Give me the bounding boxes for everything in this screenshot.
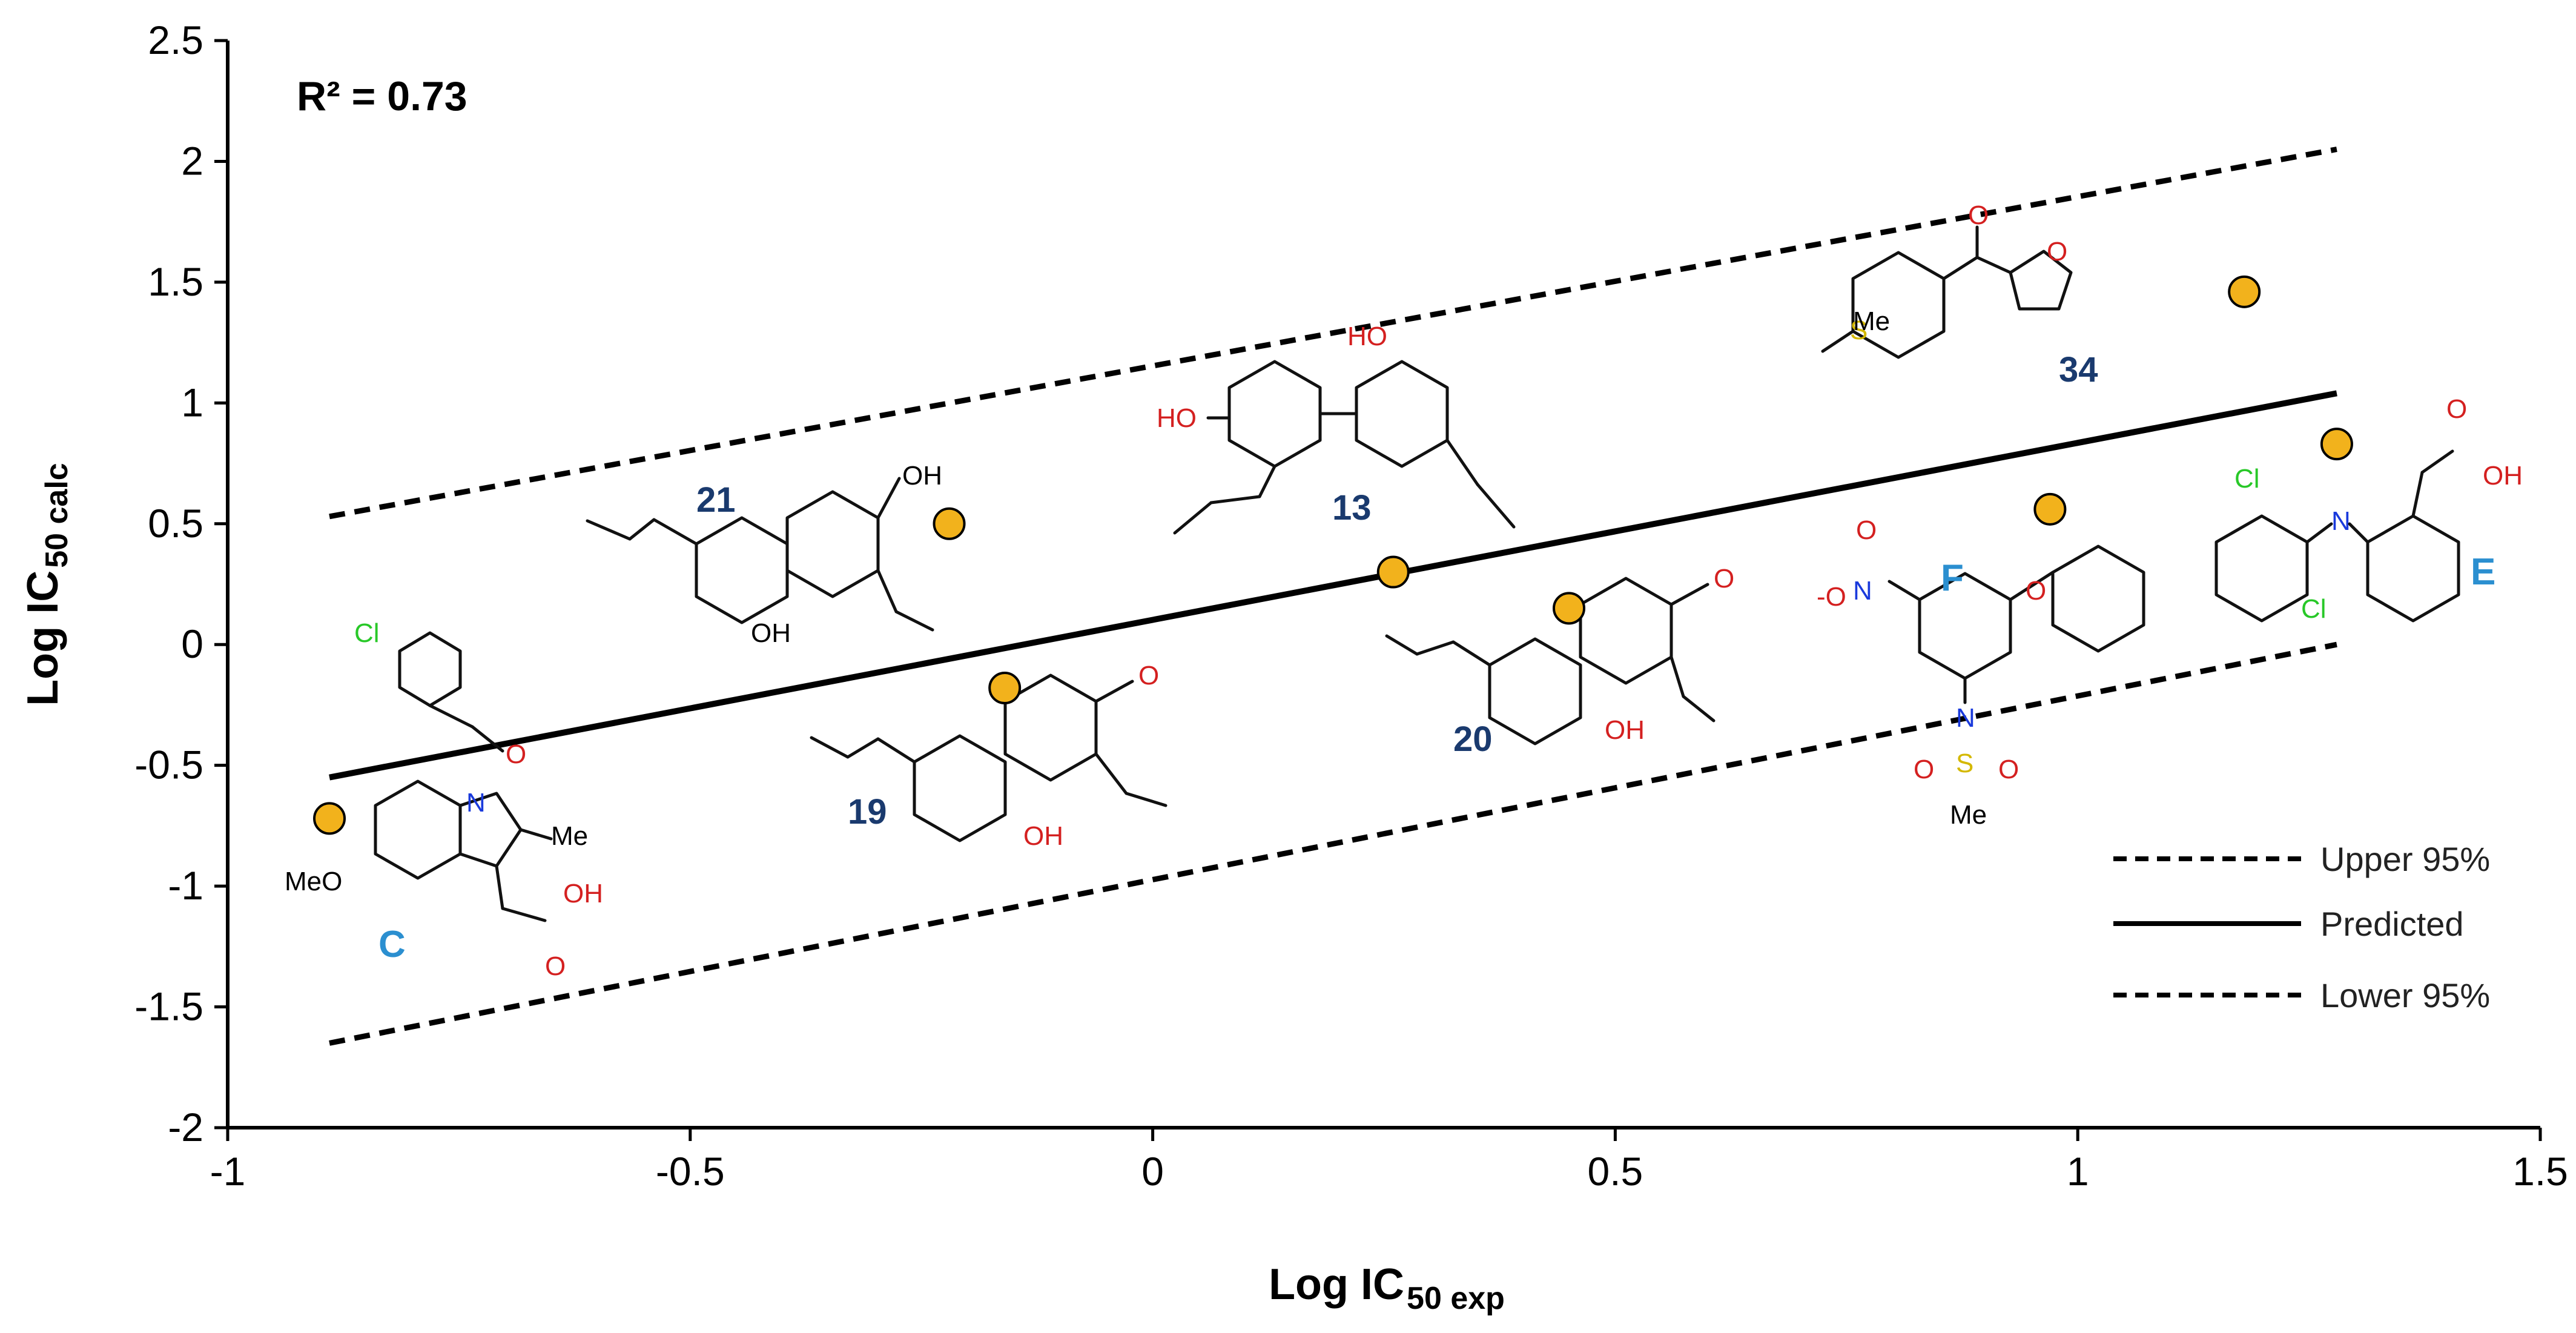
svg-text:Cl: Cl	[2301, 594, 2327, 624]
compound-label-E: E	[2471, 551, 2495, 593]
structure-13-drawing: HO HO	[1157, 322, 1516, 535]
svg-text:O: O	[1968, 200, 1989, 230]
svg-text:OH: OH	[751, 618, 791, 648]
structure-19-drawing: O OH	[810, 661, 1167, 851]
legend: Upper 95% Predicted Lower 95%	[2113, 840, 2490, 1014]
data-points	[313, 275, 2353, 835]
compound-labels: 21 13 34 19 20 C F E	[378, 350, 2495, 965]
data-point-21	[933, 507, 966, 540]
svg-text:O: O	[1138, 661, 1159, 690]
svg-text:Me: Me	[551, 821, 588, 851]
legend-label-upper-95: Upper 95%	[2320, 840, 2490, 878]
legend-label-lower-95: Lower 95%	[2320, 976, 2490, 1014]
svg-text:OH: OH	[1605, 715, 1645, 745]
svg-text:OH: OH	[1023, 821, 1063, 851]
svg-text:-O: -O	[1817, 582, 1846, 612]
data-point-20	[1553, 592, 1586, 625]
y-tick-label: 0.5	[148, 501, 203, 546]
axis-ticks: -1 -0.5 0 0.5 1 1.5 -2 -1.5 -1 -0.5 0 0.5 1 1.5 2 2.5	[134, 18, 2568, 1194]
axes	[226, 41, 2540, 1130]
x-tick-label: 0	[1141, 1149, 1164, 1194]
svg-text:Me: Me	[1853, 306, 1890, 336]
data-point-19	[988, 672, 1022, 705]
svg-text:S: S	[1956, 749, 1973, 778]
svg-text:O: O	[1714, 564, 1734, 594]
svg-text:S: S	[1850, 316, 1868, 345]
x-tick-label: -1	[210, 1149, 246, 1194]
structure-20-drawing: O OH	[1385, 564, 1734, 746]
predicted-line	[329, 390, 2337, 781]
data-point-F	[2033, 492, 2067, 526]
svg-text:Me: Me	[1950, 800, 1987, 830]
compound-label-C: C	[378, 924, 406, 965]
x-axis-title-main: Log IC	[1269, 1260, 1404, 1309]
y-tick-label: -1.5	[134, 984, 203, 1029]
compound-label-21: 21	[696, 480, 736, 520]
x-axis-title: Log IC50 exp	[1269, 1260, 1505, 1316]
upper-95-line	[329, 147, 2337, 520]
y-tick-label: -1	[168, 863, 203, 908]
svg-text:N: N	[2331, 506, 2351, 536]
svg-text:OH: OH	[563, 879, 603, 908]
structure-E-drawing: Cl Cl N O OH	[2214, 394, 2523, 624]
y-tick-label: 1	[181, 380, 203, 425]
svg-text:HO: HO	[1347, 322, 1387, 351]
structure-34-drawing: S Me O O	[1821, 200, 2073, 359]
structure-drawings: OH OH HO HO S Me O O	[285, 200, 2523, 981]
regression-lines	[329, 147, 2337, 1046]
y-tick-label: 0	[181, 621, 203, 666]
y-tick-label: 1.5	[148, 259, 203, 304]
svg-text:HO: HO	[1157, 403, 1197, 433]
compound-label-20: 20	[1453, 719, 1493, 759]
svg-text:OH: OH	[902, 461, 942, 491]
svg-text:N: N	[1853, 576, 1872, 606]
data-point-E	[2320, 428, 2353, 461]
compound-label-19: 19	[848, 792, 887, 832]
compound-label-13: 13	[1332, 488, 1372, 528]
svg-text:N: N	[466, 788, 486, 818]
y-axis-title-main: Log IC	[19, 571, 67, 706]
y-tick-label: -2	[168, 1105, 203, 1149]
x-tick-label: -0.5	[656, 1149, 725, 1194]
svg-text:O: O	[1914, 755, 1934, 784]
x-axis-title-sub: 50 exp	[1407, 1281, 1505, 1316]
x-tick-label: 1	[2067, 1149, 2089, 1194]
svg-text:O: O	[1998, 755, 2019, 784]
svg-text:N: N	[1956, 703, 1975, 733]
svg-text:O: O	[545, 951, 566, 981]
y-tick-label: 2	[181, 138, 203, 183]
legend-label-predicted: Predicted	[2320, 905, 2464, 943]
y-tick-label: 2.5	[148, 18, 203, 62]
data-point-34	[2228, 275, 2261, 308]
structure-C-drawing: Cl O N Me MeO OH O	[285, 618, 603, 981]
svg-text:O: O	[506, 739, 526, 769]
structure-21-drawing: OH OH	[586, 461, 942, 648]
svg-text:MeO: MeO	[285, 867, 342, 896]
x-tick-label: 1.5	[2512, 1149, 2568, 1194]
svg-text:O: O	[2026, 576, 2046, 606]
x-tick-label: 0.5	[1588, 1149, 1643, 1194]
data-point-C	[313, 802, 346, 835]
y-axis-title-sub: 50 calc	[39, 463, 74, 568]
compound-label-34: 34	[2059, 350, 2098, 389]
y-tick-label: -0.5	[134, 743, 203, 787]
data-point-13	[1376, 555, 1410, 589]
svg-text:Cl: Cl	[2234, 464, 2260, 494]
y-axis-title: Log IC50 calc	[19, 463, 74, 706]
svg-text:Cl: Cl	[354, 618, 380, 648]
svg-text:O: O	[1856, 515, 1877, 545]
svg-text:O: O	[2446, 394, 2467, 424]
lower-95-line	[329, 641, 2337, 1046]
r-squared-annotation: R² = 0.73	[297, 73, 467, 119]
structure-F-drawing: O -O N O N S O O Me	[1817, 515, 2145, 830]
svg-text:O: O	[2047, 237, 2067, 266]
svg-text:OH: OH	[2483, 461, 2523, 491]
compound-label-F: F	[1941, 557, 1964, 599]
